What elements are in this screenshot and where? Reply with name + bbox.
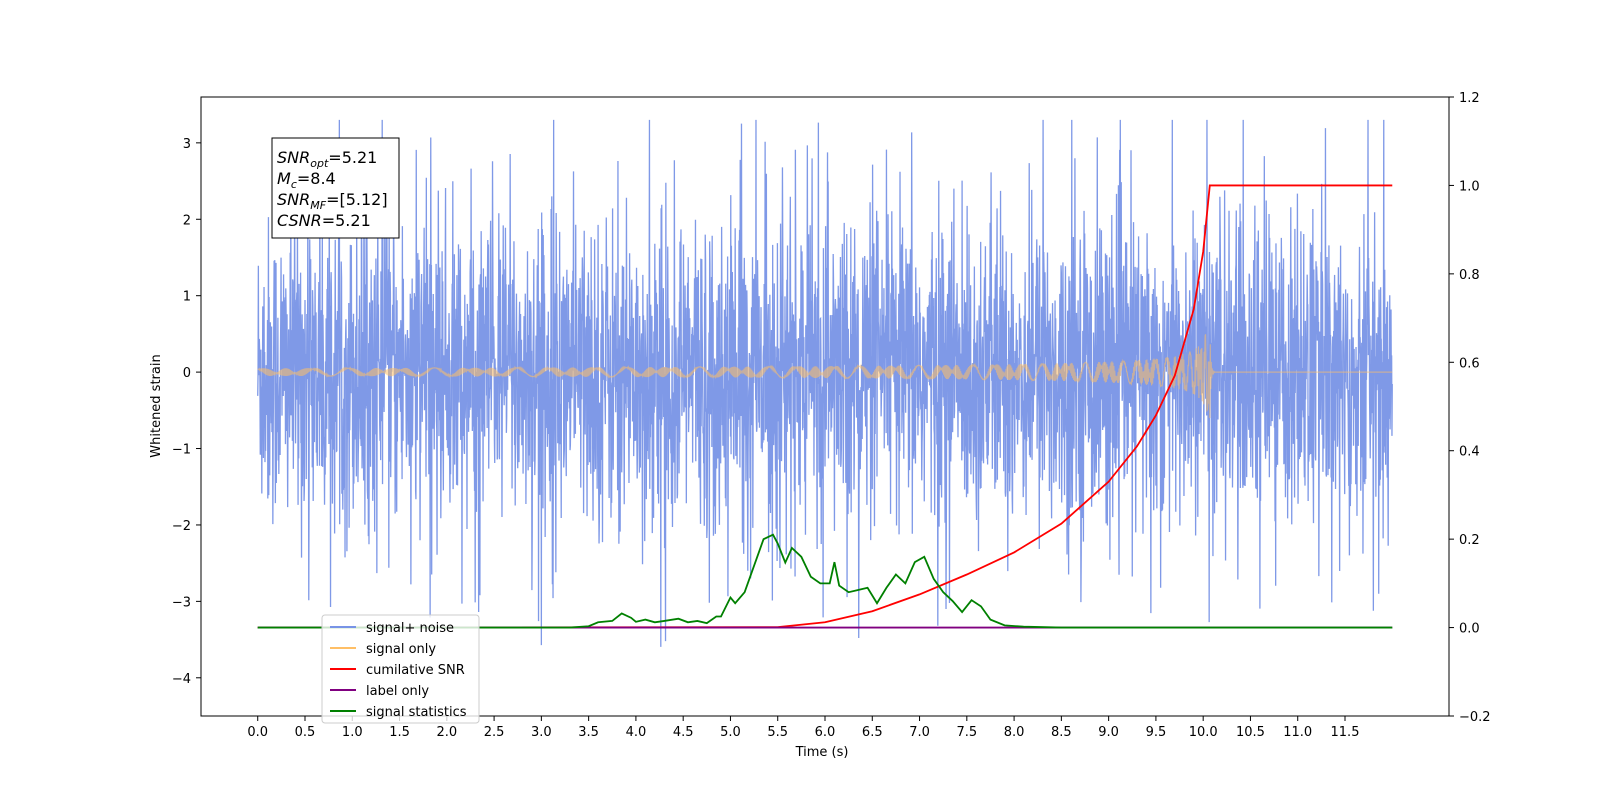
y-right-tick-label: 0.0 [1459, 622, 1480, 637]
x-tick-label: 10.5 [1236, 725, 1265, 740]
series-layer [257, 119, 1393, 647]
x-tick-label: 2.5 [484, 725, 505, 740]
x-tick-label: 6.0 [815, 725, 836, 740]
x-tick-label: 1.5 [389, 725, 410, 740]
series-signal-statistics [257, 533, 1393, 629]
series-signal-only [257, 334, 1393, 418]
x-tick-label: 5.5 [767, 725, 788, 740]
x-tick-label: 2.0 [436, 725, 457, 740]
y-tick-label: 0 [183, 366, 191, 381]
x-tick-label: 0.0 [247, 725, 268, 740]
annotation-line: Mc=8.4 [277, 169, 336, 191]
x-tick-label: 8.5 [1051, 725, 1072, 740]
x-tick-label: 8.0 [1004, 725, 1025, 740]
y-tick-label: 1 [183, 290, 191, 305]
y-right-tick-label: 0.6 [1459, 356, 1480, 371]
x-tick-label: 10.0 [1189, 725, 1218, 740]
x-tick-label: 7.5 [956, 725, 977, 740]
y-tick-label: −2 [172, 519, 191, 534]
legend: signal+ noise signal only cumilative SNR la… [321, 614, 480, 724]
y-axis-left: 3 2 1 0 −1 −2 −3 −4 [172, 137, 201, 687]
x-tick-label: 3.0 [531, 725, 552, 740]
x-tick-label: 5.0 [720, 725, 741, 740]
y-right-tick-label: −0.2 [1459, 710, 1491, 725]
y-right-tick-label: 0.2 [1459, 533, 1480, 548]
x-tick-label: 7.0 [909, 725, 930, 740]
annotation-line: CSNR=5.21 [277, 211, 371, 230]
x-tick-label: 11.5 [1331, 725, 1360, 740]
x-axis: 0.0 0.5 1.0 1.5 2.0 2.5 3.0 3.5 4.0 4.5 5.0 5.5 6.0 6… [247, 716, 1359, 740]
annotation-box [271, 137, 400, 239]
x-tick-label: 9.5 [1146, 725, 1167, 740]
legend-box [321, 614, 480, 724]
legend-label: signal statistics [366, 705, 467, 720]
x-tick-label: 11.0 [1283, 725, 1312, 740]
y-tick-label: −1 [172, 443, 191, 458]
y-right-tick-label: 1.2 [1459, 91, 1480, 106]
x-tick-label: 9.0 [1098, 725, 1119, 740]
legend-label: cumilative SNR [366, 663, 465, 678]
series-cumulative-snr [257, 184, 1393, 629]
y-right-tick-label: 0.4 [1459, 445, 1480, 460]
legend-label: signal only [366, 642, 436, 657]
x-tick-label: 0.5 [295, 725, 316, 740]
legend-label: signal+ noise [366, 621, 454, 636]
annotation-line: SNRMF=[5.12] [277, 190, 388, 212]
y-tick-label: −3 [172, 595, 191, 610]
legend-label: label only [366, 684, 429, 699]
x-tick-label: 4.5 [673, 725, 694, 740]
x-tick-label: 1.0 [342, 725, 363, 740]
y-right-tick-label: 0.8 [1459, 268, 1480, 283]
y-axis-right: 1.2 1.0 0.8 0.6 0.4 0.2 0.0 −0.2 [1449, 91, 1491, 725]
series-signal-noise [257, 119, 1393, 647]
x-axis-label: Time (s) [795, 745, 849, 760]
y-right-tick-label: 1.0 [1459, 179, 1480, 194]
x-tick-label: 3.5 [578, 725, 599, 740]
x-tick-label: 4.0 [626, 725, 647, 740]
x-tick-label: 6.5 [862, 725, 883, 740]
annotation-line: SNRopt=5.21 [277, 148, 377, 170]
y-tick-label: 3 [183, 137, 191, 152]
y-axis-label: Whitened strain [149, 354, 164, 457]
y-tick-label: −4 [172, 672, 191, 687]
y-tick-label: 2 [183, 213, 191, 228]
